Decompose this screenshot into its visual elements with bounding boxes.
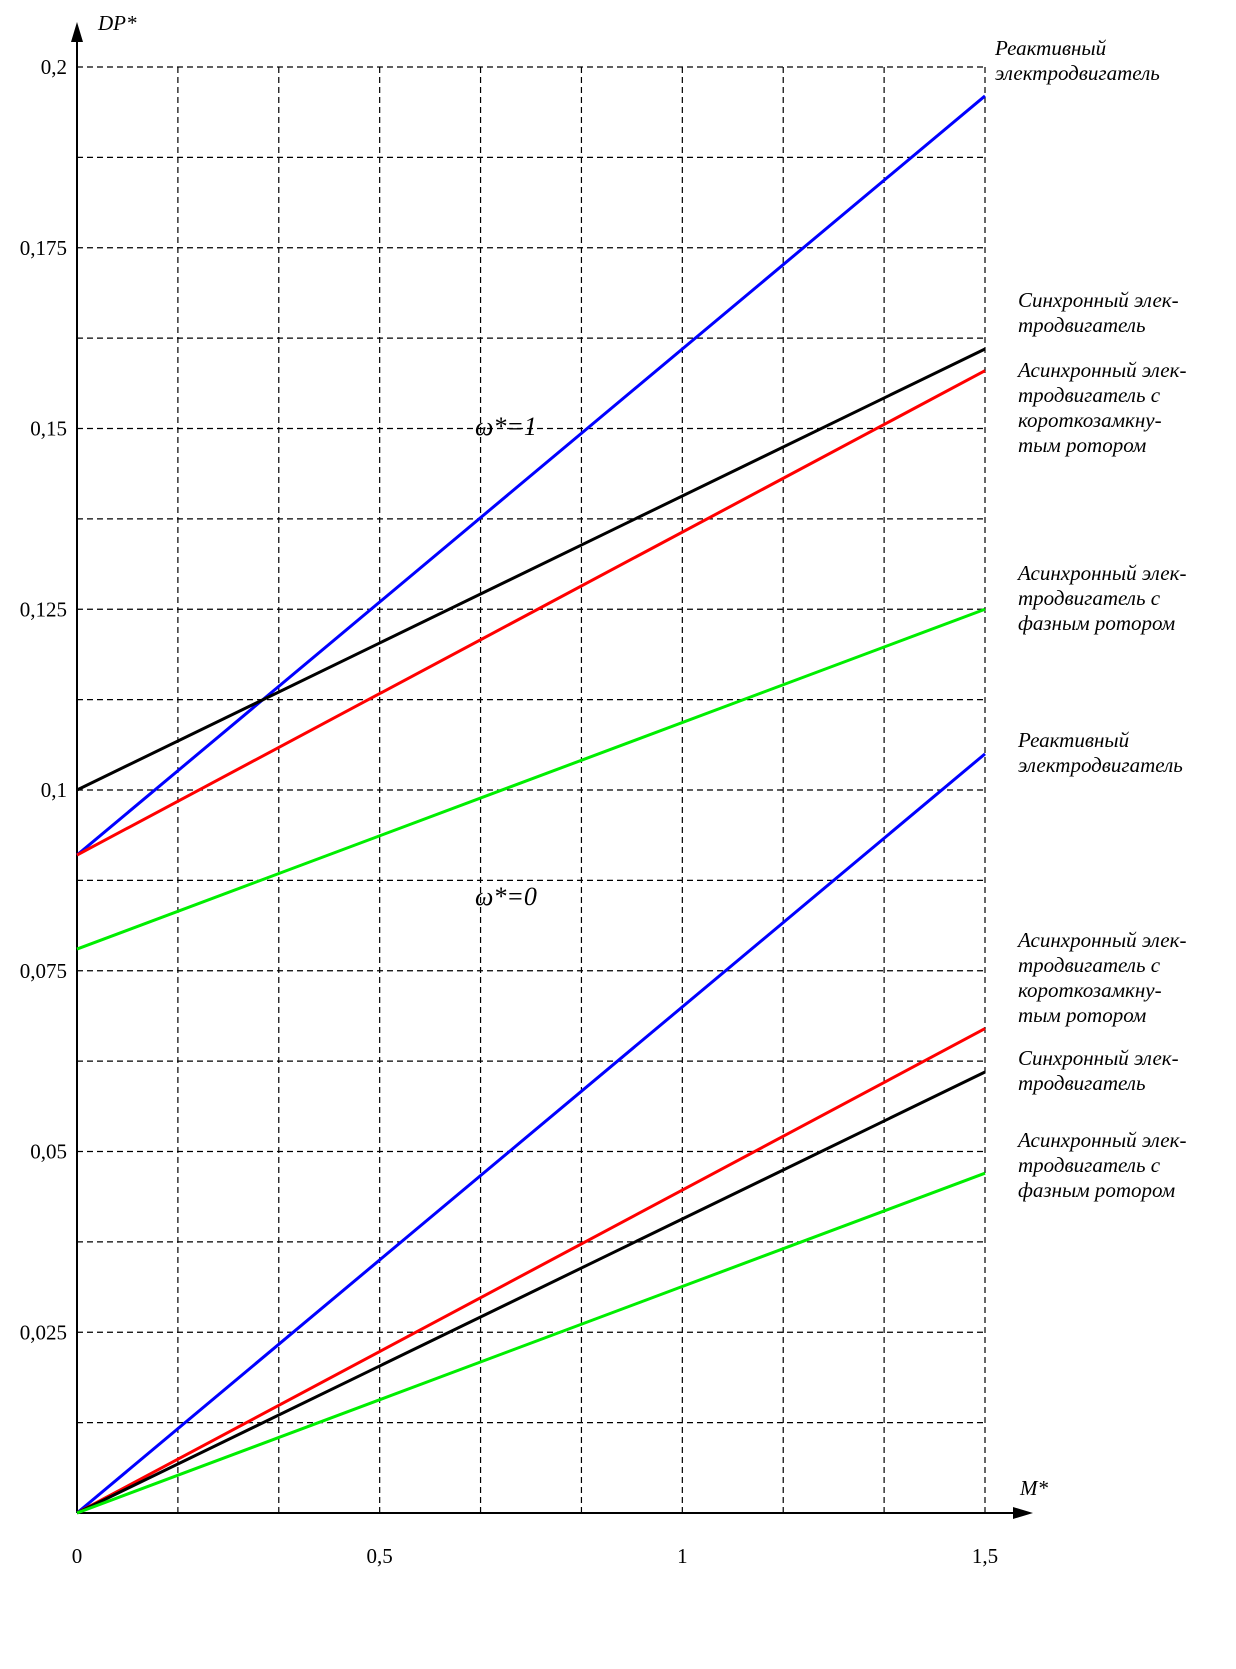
annotation: ω*=0 xyxy=(475,882,537,911)
series-label-line: фазным ротором xyxy=(1018,1178,1175,1202)
series-label-line: Реактивный xyxy=(1017,728,1130,752)
series-label-line: тым ротором xyxy=(1018,1003,1146,1027)
series-line xyxy=(76,752,986,1515)
series-label: Реактивный электродвигатель xyxy=(994,36,1160,85)
series-line xyxy=(76,1027,986,1515)
series-label: Асинхронный элек-тродвигатель с короткоза… xyxy=(1016,358,1186,457)
series-label: Синхронный элек-тродвигатель xyxy=(1018,1046,1179,1095)
x-axis-label: M* xyxy=(1019,1476,1048,1500)
series-label-line: Асинхронный элек- xyxy=(1016,928,1186,952)
x-tick-label: 0,5 xyxy=(367,1544,393,1568)
series-label-line: тродвигатель xyxy=(1018,1071,1146,1095)
series-label: Асинхронный элек-тродвигатель с фазным ро… xyxy=(1016,561,1186,635)
series-line xyxy=(76,607,986,951)
y-tick-label: 0,1 xyxy=(41,778,67,802)
y-axis-label: DP* xyxy=(97,11,137,35)
y-tick-label: 0,125 xyxy=(20,597,67,621)
series-label-line: Синхронный элек- xyxy=(1018,288,1179,312)
y-tick-label: 0,05 xyxy=(30,1140,67,1164)
x-tick-label: 1 xyxy=(677,1544,688,1568)
series-line xyxy=(76,347,986,792)
series-label-line: тродвигатель с xyxy=(1018,586,1161,610)
y-tick-label: 0,15 xyxy=(30,417,67,441)
series-line xyxy=(76,94,986,857)
series-label-line: Реактивный xyxy=(994,36,1107,60)
series-label-line: электродвигатель xyxy=(995,61,1160,85)
series-label-line: тродвигатель с xyxy=(1018,1153,1161,1177)
y-tick-label: 0,025 xyxy=(20,1320,67,1344)
series-label-line: Асинхронный элек- xyxy=(1016,561,1186,585)
series-label-line: Синхронный элек- xyxy=(1018,1046,1179,1070)
series-label-line: Асинхронный элек- xyxy=(1016,358,1186,382)
series-label-line: тым ротором xyxy=(1018,433,1146,457)
series-label: Асинхронный элек-тродвигатель с фазным ро… xyxy=(1016,1128,1186,1202)
x-axis-arrow xyxy=(1013,1507,1033,1519)
series-label-line: короткозамкну- xyxy=(1018,978,1162,1002)
series-line xyxy=(76,1070,986,1515)
y-axis-arrow xyxy=(71,22,83,42)
y-tick-label: 0,2 xyxy=(41,55,67,79)
series-label-line: фазным ротором xyxy=(1018,611,1175,635)
series-label-line: тродвигатель xyxy=(1018,313,1146,337)
series-line xyxy=(76,369,986,857)
series-label-line: тродвигатель с xyxy=(1018,383,1161,407)
y-tick-label: 0,075 xyxy=(20,959,67,983)
annotation: ω*=1 xyxy=(475,412,537,441)
series-label: Синхронный элек-тродвигатель xyxy=(1018,288,1179,337)
series-label-line: короткозамкну- xyxy=(1018,408,1162,432)
series-label-line: Асинхронный элек- xyxy=(1016,1128,1186,1152)
series-label-line: тродвигатель с xyxy=(1018,953,1161,977)
x-tick-label: 1,5 xyxy=(972,1544,998,1568)
series-line xyxy=(76,1171,986,1515)
y-tick-label: 0,175 xyxy=(20,236,67,260)
series-label: Реактивный электродвигатель xyxy=(1017,728,1183,777)
series-label-line: электродвигатель xyxy=(1018,753,1183,777)
x-tick-label: 0 xyxy=(72,1544,83,1568)
series-label: Асинхронный элек-тродвигатель с короткоза… xyxy=(1016,928,1186,1027)
